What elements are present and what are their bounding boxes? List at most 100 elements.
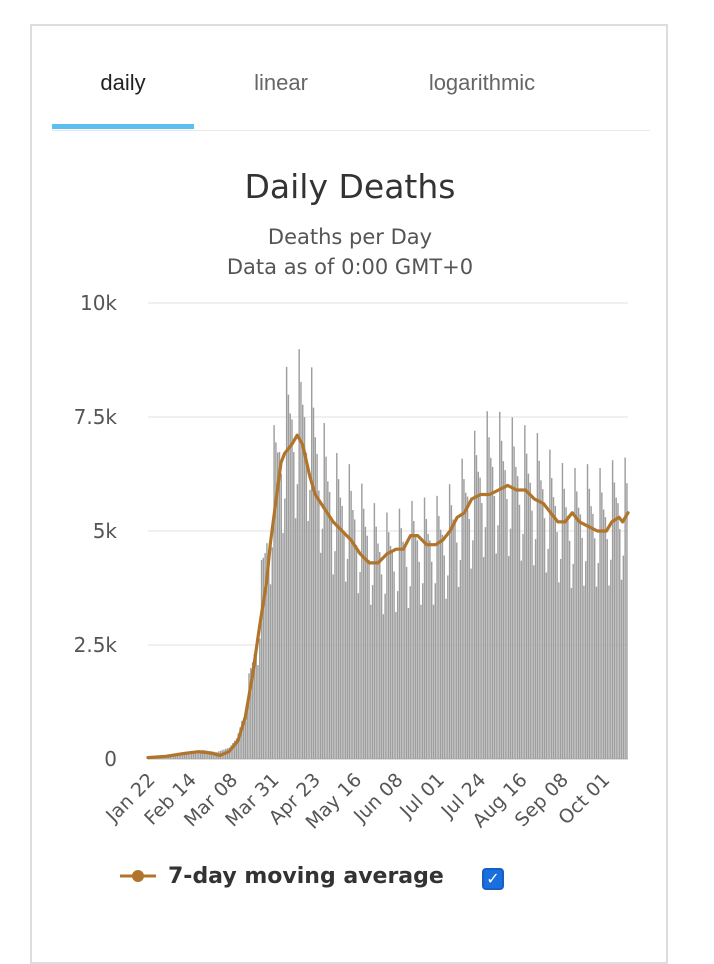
bar [565, 507, 567, 759]
bar [370, 604, 372, 759]
bar [525, 453, 528, 759]
bar [436, 495, 438, 759]
bar [488, 437, 490, 759]
bar [497, 525, 499, 759]
bar [617, 503, 619, 759]
bar [429, 540, 431, 759]
bar [316, 453, 318, 759]
bar [407, 607, 410, 759]
checkmark-icon: ✓ [486, 871, 500, 888]
bar [622, 555, 625, 759]
bar [536, 433, 539, 759]
bar [239, 727, 241, 759]
bar [302, 404, 304, 759]
bar [346, 558, 349, 759]
bar [611, 460, 614, 759]
bar [513, 446, 515, 759]
bar [504, 470, 506, 759]
bar [438, 515, 440, 759]
bar [604, 517, 607, 759]
bar [495, 553, 497, 759]
bar [330, 520, 333, 759]
bar [481, 503, 483, 759]
bar [309, 489, 311, 759]
y-tick-label: 2.5k [74, 633, 118, 657]
bar [287, 394, 290, 759]
bar [203, 750, 205, 759]
bar [380, 574, 383, 759]
bar [593, 538, 596, 759]
bar [276, 452, 279, 759]
bar [244, 721, 247, 759]
bar [235, 738, 238, 759]
bar [187, 753, 189, 759]
bar [173, 755, 175, 759]
bar [368, 559, 370, 759]
bar [398, 508, 401, 759]
bar [348, 464, 351, 759]
bar [515, 466, 517, 759]
bar [345, 581, 347, 759]
bar [482, 557, 485, 759]
bar [325, 456, 327, 759]
bar [470, 568, 472, 759]
bar [230, 745, 232, 759]
bar [251, 662, 254, 759]
bar [355, 545, 358, 759]
bar [475, 455, 478, 759]
bar [255, 654, 257, 759]
bar [341, 505, 343, 759]
bar [382, 614, 385, 759]
bar [253, 653, 256, 759]
tab-logarithmic[interactable]: logarithmic [428, 70, 536, 95]
bar [291, 419, 293, 759]
bar [559, 558, 562, 759]
bar [199, 750, 202, 759]
bar [459, 560, 462, 759]
bar [198, 750, 200, 759]
bar [477, 471, 479, 759]
bar [171, 755, 173, 759]
chart-subtitle: Deaths per Day [268, 225, 432, 249]
bar [626, 483, 628, 759]
bar [542, 489, 544, 759]
bar [314, 437, 317, 759]
tab-linear[interactable]: linear [254, 70, 308, 95]
tab-daily[interactable]: daily [100, 70, 146, 95]
bar [300, 381, 302, 759]
bar [615, 497, 617, 759]
bar [201, 749, 204, 759]
bar [350, 490, 352, 759]
bar [420, 604, 422, 759]
bar [180, 754, 182, 759]
bar [479, 477, 481, 759]
bar [228, 747, 231, 759]
bar [620, 579, 623, 759]
bar [466, 496, 469, 759]
bar [411, 500, 413, 759]
bar [183, 754, 186, 759]
bar [472, 540, 474, 759]
bar [524, 425, 526, 759]
bar [527, 473, 530, 759]
bar [178, 754, 180, 759]
bar [285, 366, 288, 759]
chart-card: daily linear logarithmic [30, 24, 668, 964]
bar [402, 541, 404, 759]
y-tick-label: 0 [104, 747, 117, 771]
bar [305, 452, 308, 759]
bar [246, 710, 248, 759]
bar [393, 571, 395, 759]
moving-average-checkbox[interactable]: ✓ [482, 868, 504, 890]
bar [465, 492, 467, 759]
bar [563, 488, 565, 759]
bar [570, 587, 573, 759]
bar [499, 411, 501, 759]
bar [250, 668, 252, 759]
bar [613, 482, 616, 759]
bar [280, 473, 282, 759]
bar [552, 497, 555, 759]
legend-item[interactable]: 7-day moving average [118, 858, 444, 894]
bar [405, 566, 408, 759]
bar [377, 543, 379, 759]
